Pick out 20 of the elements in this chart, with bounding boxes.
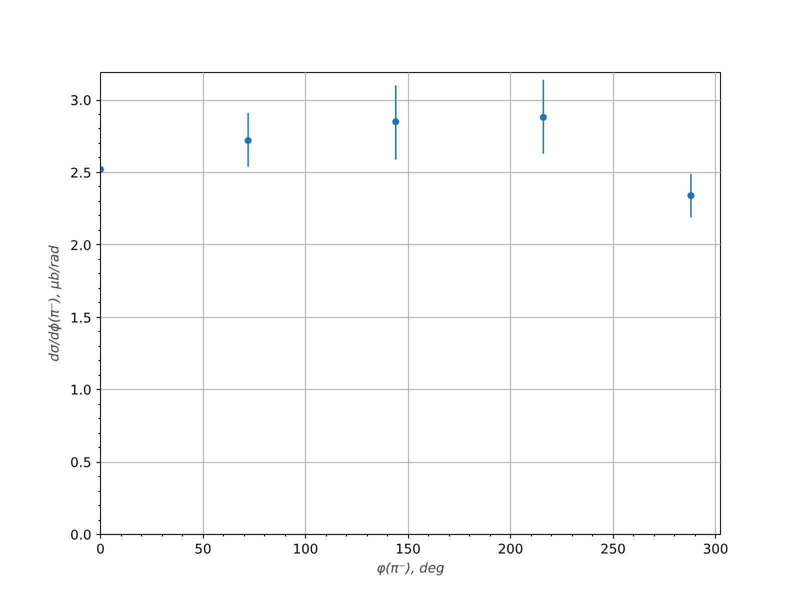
y-tick-label: 2.0: [70, 238, 92, 254]
y-tick-label: 0.5: [70, 456, 92, 472]
point: [244, 137, 252, 144]
x-tick-label: 150: [395, 542, 421, 558]
x-tick-label: 100: [292, 542, 318, 558]
point: [392, 118, 400, 126]
y-tick-label: 1.0: [70, 384, 92, 399]
y-tick-label: 0.0: [70, 528, 92, 544]
point: [687, 192, 694, 200]
x-tick-label: 300: [702, 542, 728, 558]
point: [540, 114, 547, 121]
y-axis-title: dσ/dϕ(π⁻), μb/rad: [47, 244, 62, 362]
x-tick-label: 0: [96, 542, 105, 558]
x-tick-label: 250: [600, 542, 626, 558]
x-tick-label: 200: [498, 542, 524, 558]
y-tick-label: 1.5: [70, 311, 92, 326]
x-axis-title: φ(π⁻), deg: [376, 562, 444, 576]
y-tick-label: 3.0: [70, 94, 92, 110]
x-tick-label: 50: [194, 542, 212, 558]
y-tick-label: 2.5: [70, 166, 92, 182]
